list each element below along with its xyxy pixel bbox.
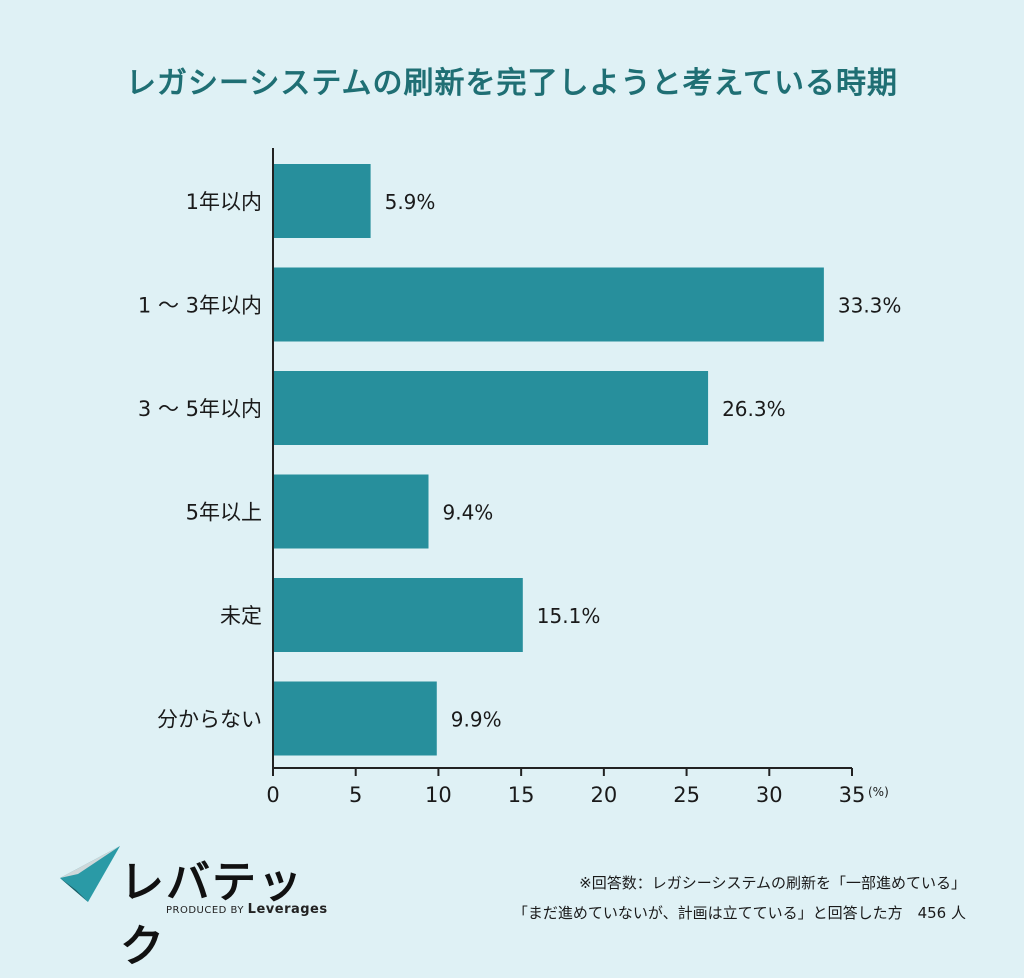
data-label: 33.3% (838, 294, 902, 318)
bar (273, 578, 523, 652)
x-tick-label: 10 (425, 783, 452, 807)
logo-wordmark: レバテック (120, 857, 304, 972)
data-label: 9.4% (443, 501, 494, 525)
category-label: 未定 (220, 604, 262, 628)
footnote-line-2: 「まだ進めていないが、計画は立てている」と回答した方 456 人 (512, 904, 966, 922)
x-tick-label: 35 (839, 783, 866, 807)
brand-name: Leverages (247, 902, 328, 917)
data-label: 26.3% (722, 397, 786, 421)
category-label: 分からない (157, 708, 262, 732)
x-tick-label: 0 (266, 783, 279, 807)
x-tick-label: 30 (756, 783, 783, 807)
category-label: 1年以内 (186, 190, 262, 214)
x-tick-label: 20 (590, 783, 617, 807)
bar (273, 371, 709, 445)
bar (273, 164, 371, 238)
brand-logo: レバテック PRODUCED BY Leverages (58, 842, 338, 972)
footnote: ※回答数：レガシーシステムの刷新を「一部進めている」 「まだ進めていないが、計画… (406, 868, 966, 928)
bar (273, 267, 824, 342)
chart-title: レガシーシステムの刷新を完了しようと考えている時期 (126, 66, 898, 101)
footnote-line-1: ※回答数：レガシーシステムの刷新を「一部進めている」 (579, 874, 966, 892)
x-tick-label: 5 (349, 783, 362, 807)
data-label: 15.1% (537, 604, 601, 628)
data-label: 5.9% (385, 190, 436, 214)
bar (273, 681, 437, 756)
logo-mark-icon (60, 846, 120, 902)
category-label: 3 ～ 5年以内 (138, 397, 262, 421)
x-unit-label: (%) (868, 785, 889, 799)
x-tick-label: 25 (673, 783, 700, 807)
data-label: 9.9% (451, 708, 502, 732)
category-label: 1 ～ 3年以内 (138, 294, 262, 318)
produced-by-text: PRODUCED BY Leverages (166, 902, 328, 917)
produced-by-label: PRODUCED BY (166, 905, 244, 916)
x-tick-label: 15 (508, 783, 535, 807)
bar-chart: 1年以内 5.9% 1 ～ 3年以内 33.3% 3 ～ 5年以内 26.3% 5年以上 9.… (138, 148, 902, 807)
bar (273, 474, 429, 549)
category-label: 5年以上 (186, 501, 262, 525)
